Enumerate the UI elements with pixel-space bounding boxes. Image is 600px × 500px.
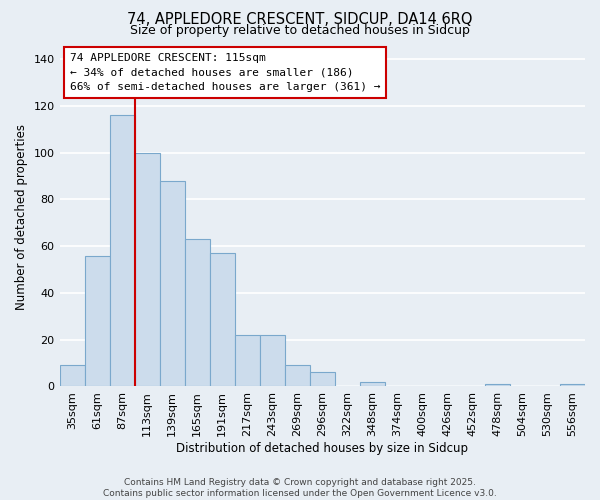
Text: 74, APPLEDORE CRESCENT, SIDCUP, DA14 6RQ: 74, APPLEDORE CRESCENT, SIDCUP, DA14 6RQ (127, 12, 473, 28)
Bar (485, 384, 510, 386)
Bar (235, 335, 260, 386)
Bar (285, 366, 310, 386)
Bar (85, 256, 110, 386)
Bar (310, 372, 335, 386)
Bar (560, 384, 585, 386)
Text: Contains HM Land Registry data © Crown copyright and database right 2025.
Contai: Contains HM Land Registry data © Crown c… (103, 478, 497, 498)
Bar (110, 116, 134, 386)
Text: Size of property relative to detached houses in Sidcup: Size of property relative to detached ho… (130, 24, 470, 37)
Bar (134, 152, 160, 386)
Bar (160, 180, 185, 386)
Bar (209, 253, 235, 386)
Bar (59, 366, 85, 386)
Text: 74 APPLEDORE CRESCENT: 115sqm
← 34% of detached houses are smaller (186)
66% of : 74 APPLEDORE CRESCENT: 115sqm ← 34% of d… (70, 52, 380, 92)
Bar (360, 382, 385, 386)
Bar (260, 335, 285, 386)
Y-axis label: Number of detached properties: Number of detached properties (15, 124, 28, 310)
X-axis label: Distribution of detached houses by size in Sidcup: Distribution of detached houses by size … (176, 442, 468, 455)
Bar (185, 239, 209, 386)
